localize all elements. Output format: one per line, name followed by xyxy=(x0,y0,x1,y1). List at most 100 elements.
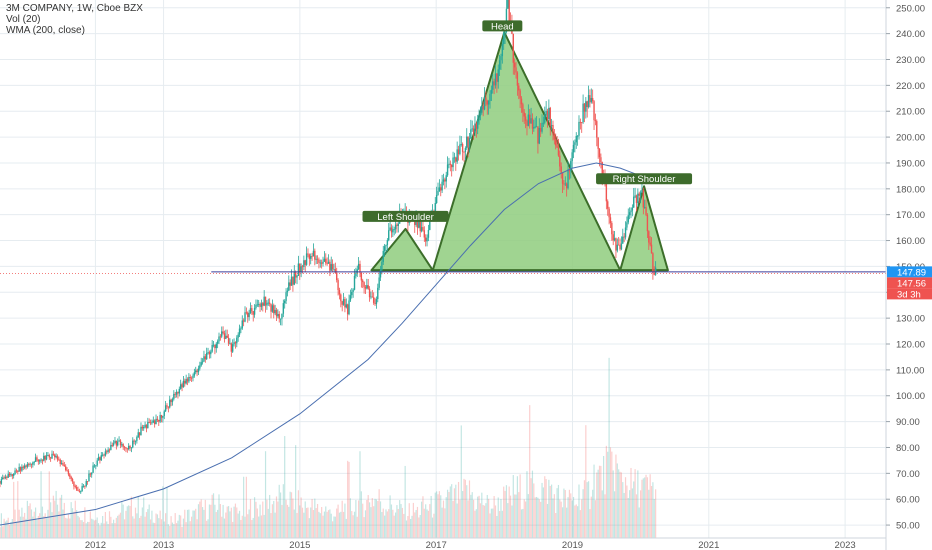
candle-body xyxy=(305,253,308,265)
candle-body xyxy=(178,388,181,394)
candle-body xyxy=(66,469,68,471)
volume-bar xyxy=(646,477,649,538)
candle-body xyxy=(568,169,571,172)
volume-bar xyxy=(426,509,428,538)
volume-bar xyxy=(74,500,76,538)
candle-body xyxy=(360,272,363,281)
volume-bar xyxy=(174,513,176,538)
volume-bar xyxy=(28,505,30,538)
volume-bar xyxy=(270,513,272,538)
candle-body xyxy=(385,244,387,247)
candle-body xyxy=(286,290,289,293)
volume-bar xyxy=(648,489,650,538)
volume-bar xyxy=(462,491,464,538)
volume-bar xyxy=(119,512,122,538)
volume-bar xyxy=(197,504,200,538)
volume-bar xyxy=(412,502,414,538)
volume-bar xyxy=(463,478,465,538)
candle-body xyxy=(192,375,194,378)
volume-bar xyxy=(292,498,294,538)
volume-bar xyxy=(154,522,156,538)
candle-body xyxy=(106,451,108,453)
candle-body xyxy=(512,33,514,63)
candle-body xyxy=(195,370,197,373)
volume-bar xyxy=(618,469,620,538)
volume-bar xyxy=(481,492,483,538)
volume-bar xyxy=(538,499,540,538)
candle-body xyxy=(249,308,252,314)
volume-bar xyxy=(40,471,42,538)
volume-bar xyxy=(373,506,375,538)
volume-bar xyxy=(134,507,137,538)
volume-bar xyxy=(353,511,356,538)
volume-bar xyxy=(184,509,186,538)
candle-body xyxy=(325,258,327,264)
candle-body xyxy=(196,370,198,373)
volume-bar xyxy=(603,455,605,538)
countdown-badge: 3d 3h xyxy=(897,289,921,300)
candle-body xyxy=(370,296,372,298)
candle-body xyxy=(654,267,657,275)
volume-bar xyxy=(21,507,23,538)
volume-bar xyxy=(201,507,204,538)
candle-body xyxy=(553,134,556,140)
volume-bar xyxy=(442,500,445,538)
volume-bar xyxy=(118,514,120,538)
candle-body xyxy=(635,195,638,203)
volume-bar xyxy=(497,497,499,538)
volume-bar xyxy=(262,501,264,538)
volume-bar xyxy=(18,509,20,538)
volume-bar xyxy=(7,517,9,538)
volume-bar xyxy=(337,504,339,538)
candle-body xyxy=(420,227,423,232)
volume-bar xyxy=(425,504,427,538)
candle-body xyxy=(419,220,421,232)
volume-bar xyxy=(162,486,164,538)
volume-bar xyxy=(308,518,310,538)
candle-body xyxy=(366,285,368,289)
volume-bar xyxy=(133,518,135,538)
volume-bar xyxy=(323,511,325,538)
volume-bar xyxy=(597,469,599,538)
volume-bar xyxy=(583,480,586,538)
volume-bar xyxy=(475,509,477,538)
volume-bar xyxy=(264,451,267,538)
volume-bar xyxy=(556,488,558,538)
volume-bar xyxy=(511,505,513,538)
candle-body xyxy=(381,262,383,271)
volume-bar xyxy=(36,519,38,538)
volume-bar xyxy=(63,502,65,538)
candle-body xyxy=(437,190,439,195)
candle-body xyxy=(542,122,545,124)
candle-body xyxy=(292,276,294,285)
candle-body xyxy=(478,115,480,121)
volume-bar xyxy=(629,490,631,538)
candle-body xyxy=(136,437,138,441)
volume-bar xyxy=(655,489,657,538)
volume-bar xyxy=(314,498,316,538)
volume-bar xyxy=(165,513,167,538)
candle-body xyxy=(567,169,569,189)
candle-body xyxy=(570,161,572,172)
candle-body xyxy=(238,328,241,335)
volume-bar xyxy=(269,494,271,538)
candle-body xyxy=(218,336,220,342)
candle-body xyxy=(576,135,579,137)
volume-bar xyxy=(407,516,409,538)
volume-bar xyxy=(240,519,242,538)
candle-body xyxy=(645,207,647,215)
volume-bar xyxy=(39,513,41,538)
candle-body xyxy=(301,266,304,268)
volume-bar xyxy=(422,496,424,538)
volume-bar xyxy=(44,513,46,538)
candle-body xyxy=(163,411,165,416)
candle-body xyxy=(41,459,44,461)
volume-bar xyxy=(633,481,635,538)
volume-bar xyxy=(333,516,335,538)
volume-bar xyxy=(24,512,26,538)
candle-body xyxy=(241,320,243,329)
volume-bar xyxy=(637,470,639,538)
candle-body xyxy=(493,81,495,86)
candle-body xyxy=(331,264,334,270)
